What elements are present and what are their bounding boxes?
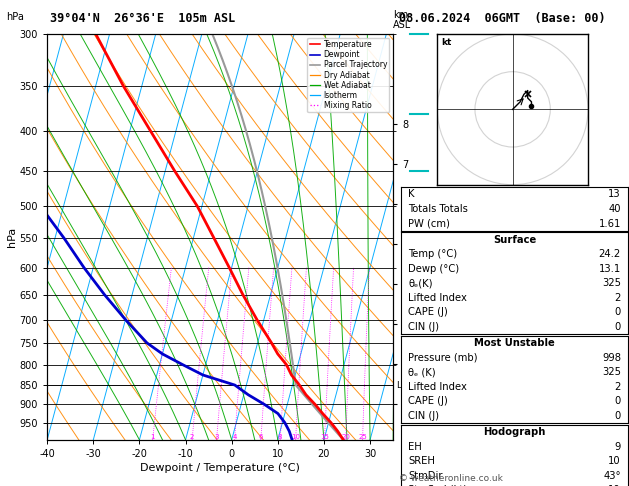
Text: 08.06.2024  06GMT  (Base: 00): 08.06.2024 06GMT (Base: 00) (399, 12, 606, 25)
Text: CAPE (J): CAPE (J) (408, 397, 448, 406)
Text: 325: 325 (602, 278, 621, 288)
Text: 4: 4 (232, 434, 237, 440)
Text: 9: 9 (615, 442, 621, 451)
X-axis label: Dewpoint / Temperature (°C): Dewpoint / Temperature (°C) (140, 463, 300, 473)
Text: Mixing Ratio (g/kg): Mixing Ratio (g/kg) (509, 194, 519, 280)
Text: 24.2: 24.2 (599, 249, 621, 259)
Text: 10: 10 (608, 456, 621, 466)
Text: km
ASL: km ASL (393, 10, 411, 30)
Text: 0: 0 (615, 397, 621, 406)
Text: θₑ(K): θₑ(K) (408, 278, 433, 288)
Text: LCL: LCL (397, 381, 413, 390)
Text: Pressure (mb): Pressure (mb) (408, 353, 477, 363)
Text: 1.61: 1.61 (599, 219, 621, 228)
Text: 25: 25 (358, 434, 367, 440)
Text: θₑ (K): θₑ (K) (408, 367, 436, 377)
Text: 0: 0 (615, 411, 621, 421)
Text: K: K (408, 190, 415, 199)
Text: 13: 13 (608, 190, 621, 199)
Text: Lifted Index: Lifted Index (408, 293, 467, 303)
Text: StmDir: StmDir (408, 471, 443, 481)
Text: SREH: SREH (408, 456, 435, 466)
Text: kt: kt (441, 38, 452, 47)
Text: 10: 10 (291, 434, 300, 440)
Text: Hodograph: Hodograph (483, 427, 546, 437)
Text: 15: 15 (320, 434, 329, 440)
Text: 20: 20 (342, 434, 350, 440)
Text: © weatheronline.co.uk: © weatheronline.co.uk (399, 474, 503, 483)
Text: 3: 3 (214, 434, 219, 440)
Text: 6: 6 (259, 434, 263, 440)
Text: 13.1: 13.1 (599, 264, 621, 274)
Y-axis label: hPa: hPa (7, 227, 17, 247)
Text: 2: 2 (615, 293, 621, 303)
Text: 8: 8 (278, 434, 282, 440)
Text: hPa: hPa (6, 12, 24, 22)
Text: 2: 2 (615, 382, 621, 392)
Text: PW (cm): PW (cm) (408, 219, 450, 228)
Text: Most Unstable: Most Unstable (474, 338, 555, 348)
Text: Lifted Index: Lifted Index (408, 382, 467, 392)
Text: Surface: Surface (493, 235, 536, 244)
Text: 40: 40 (608, 204, 621, 214)
Text: Totals Totals: Totals Totals (408, 204, 468, 214)
Text: 1: 1 (150, 434, 155, 440)
Legend: Temperature, Dewpoint, Parcel Trajectory, Dry Adiabat, Wet Adiabat, Isotherm, Mi: Temperature, Dewpoint, Parcel Trajectory… (308, 38, 389, 112)
Text: CAPE (J): CAPE (J) (408, 308, 448, 317)
Text: Temp (°C): Temp (°C) (408, 249, 457, 259)
Text: 0: 0 (615, 308, 621, 317)
Text: CIN (J): CIN (J) (408, 411, 439, 421)
Text: 0: 0 (615, 322, 621, 332)
Text: Dewp (°C): Dewp (°C) (408, 264, 459, 274)
Text: 43°: 43° (603, 471, 621, 481)
Text: 39°04'N  26°36'E  105m ASL: 39°04'N 26°36'E 105m ASL (50, 12, 236, 25)
Text: 998: 998 (602, 353, 621, 363)
Text: 325: 325 (602, 367, 621, 377)
Text: CIN (J): CIN (J) (408, 322, 439, 332)
Text: EH: EH (408, 442, 422, 451)
Text: 2: 2 (190, 434, 194, 440)
